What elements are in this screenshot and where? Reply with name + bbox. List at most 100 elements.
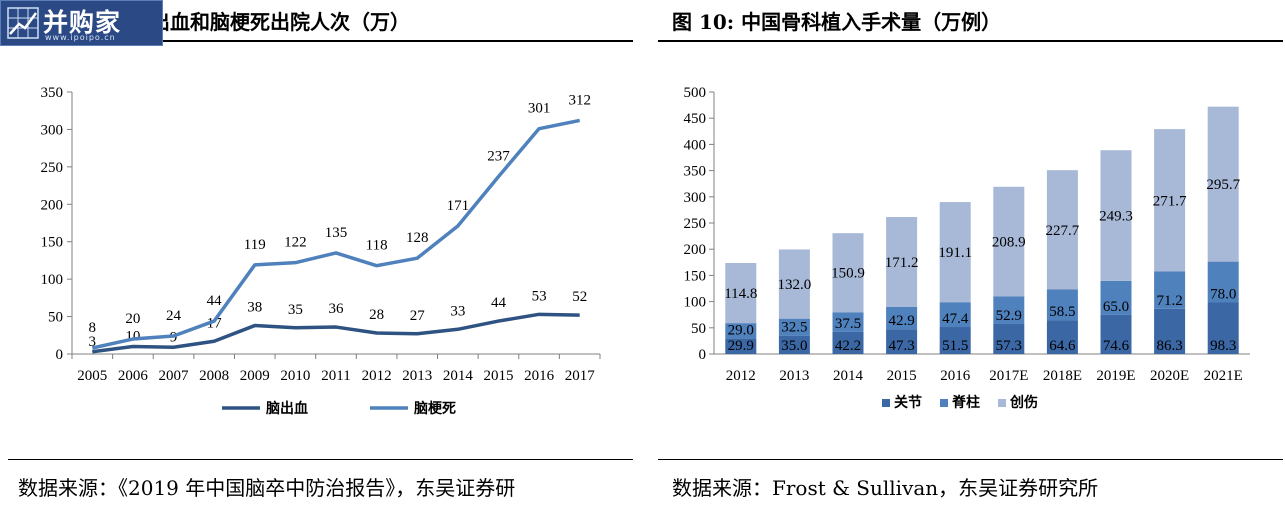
bar-segment-1 <box>993 323 1025 354</box>
right-source-rule <box>658 459 1283 460</box>
x-tick-label: 2016 <box>524 368 555 384</box>
right-source-note: 数据来源：Frost & Sullivan，东吴证券研究所 <box>672 476 1099 500</box>
data-label: 58.5 <box>1049 304 1075 320</box>
x-tick-label: 2012 <box>726 368 756 384</box>
y-tick-label: 0 <box>699 347 707 363</box>
data-label: 98.3 <box>1210 338 1236 354</box>
data-label: 171 <box>447 198 470 214</box>
left-source-rule <box>8 459 633 460</box>
data-label: 29.0 <box>728 322 754 338</box>
logo-url: www.ipoipo.cn <box>45 33 116 42</box>
data-label: 42.9 <box>888 313 914 329</box>
bar-segment-3 <box>1207 106 1239 262</box>
x-tick-label: 2020E <box>1150 368 1189 384</box>
data-label: 86.3 <box>1156 338 1182 354</box>
x-tick-label: 2007 <box>159 368 190 384</box>
y-tick-label: 250 <box>684 216 707 232</box>
data-label: 36 <box>329 301 345 317</box>
data-label: 150.9 <box>831 266 865 282</box>
data-label: 78.0 <box>1210 286 1236 302</box>
y-tick-label: 200 <box>41 197 64 213</box>
data-label: 57.3 <box>996 338 1022 354</box>
y-tick-label: 0 <box>56 347 64 363</box>
x-tick-label: 2013 <box>779 368 809 384</box>
legend-swatch-3 <box>998 399 1006 407</box>
data-label: 47.3 <box>888 338 914 354</box>
x-tick-label: 2017E <box>989 368 1028 384</box>
data-label: 271.7 <box>1153 193 1187 209</box>
watermark-logo: 并购家 www.ipoipo.cn <box>0 0 163 46</box>
series-line-1 <box>92 312 580 354</box>
data-label: 51.5 <box>942 338 968 354</box>
bar-segment-3 <box>725 262 757 324</box>
bar-segment-1 <box>725 338 757 354</box>
left-chart-title: 出血和脑梗死出院人次（万） <box>150 10 410 34</box>
data-label: 44 <box>207 293 223 309</box>
series-line-2 <box>91 118 581 350</box>
bar-segment-3 <box>1100 150 1132 281</box>
y-tick-label: 300 <box>684 190 707 206</box>
legend-label: 脑梗死 <box>414 400 456 417</box>
data-label: 295.7 <box>1206 177 1240 193</box>
legend-label: 脑出血 <box>266 400 308 417</box>
bar-segment-1 <box>1046 320 1078 354</box>
data-label: 17 <box>207 315 223 331</box>
data-label: 44 <box>491 295 507 311</box>
data-label: 237 <box>487 149 510 165</box>
data-label: 312 <box>568 92 591 108</box>
x-tick-label: 2018E <box>1043 368 1082 384</box>
legend-label: 关节 <box>894 394 922 411</box>
data-label: 118 <box>366 238 388 254</box>
y-tick-label: 400 <box>684 137 707 153</box>
x-tick-label: 2014 <box>443 368 474 384</box>
bar-segment-2 <box>1100 280 1132 315</box>
bar-segment-1 <box>832 331 864 354</box>
data-label: 27 <box>410 308 426 324</box>
y-tick-label: 200 <box>684 242 707 258</box>
bar-segment-2 <box>1154 271 1186 309</box>
legend-label: 脊柱 <box>951 394 980 411</box>
bar-segment-3 <box>1046 170 1078 290</box>
x-tick-label: 2021E <box>1204 368 1243 384</box>
data-label: 132.0 <box>778 277 812 293</box>
bar-segment-1 <box>778 335 810 354</box>
data-label: 32.5 <box>781 320 807 336</box>
y-tick-label: 50 <box>691 321 706 337</box>
bar-segment-1 <box>1154 308 1186 354</box>
x-tick-label: 2017 <box>565 368 596 384</box>
legend-label: 创伤 <box>1009 394 1038 411</box>
bar-segment-1 <box>939 327 971 354</box>
bar-segment-1 <box>1207 302 1239 354</box>
data-label: 65.0 <box>1103 299 1129 315</box>
bar-segment-3 <box>1154 129 1186 272</box>
bar-segment-3 <box>939 202 971 303</box>
data-label: 74.6 <box>1103 338 1130 354</box>
data-label: 64.6 <box>1049 338 1076 354</box>
bar-segment-3 <box>886 217 918 307</box>
right-chart-title: 图 10: 中国骨科植入手术量（万例） <box>672 10 1002 34</box>
y-tick-label: 150 <box>41 235 64 251</box>
y-tick-label: 500 <box>684 85 707 101</box>
data-label: 3 <box>89 334 97 350</box>
data-label: 29.9 <box>728 338 754 354</box>
legend-swatch-1 <box>882 399 890 407</box>
data-label: 20 <box>125 311 140 327</box>
y-tick-label: 300 <box>41 122 64 138</box>
bar-segment-2 <box>993 296 1025 324</box>
data-label: 38 <box>247 300 262 316</box>
bar-segment-1 <box>1100 314 1132 354</box>
line-chart: 0 50 100 150 200 250 300 350 2005 2006 2007 2008 200… <box>41 85 601 417</box>
data-label: 301 <box>528 101 551 117</box>
x-tick-label: 2011 <box>321 368 350 384</box>
data-label: 122 <box>284 235 307 251</box>
data-label: 119 <box>244 237 266 253</box>
x-tick-label: 2016 <box>940 368 971 384</box>
left-source-note: 数据来源：《2019 年中国脑卒中防治报告》，东吴证券研 <box>18 476 516 500</box>
data-label: 52 <box>572 289 587 305</box>
y-tick-label: 100 <box>684 295 707 311</box>
right-title-rule <box>658 40 1283 42</box>
y-tick-label: 450 <box>684 111 707 127</box>
data-label: 208.9 <box>992 235 1026 251</box>
data-label: 33 <box>450 303 465 319</box>
y-tick-label: 100 <box>41 272 64 288</box>
